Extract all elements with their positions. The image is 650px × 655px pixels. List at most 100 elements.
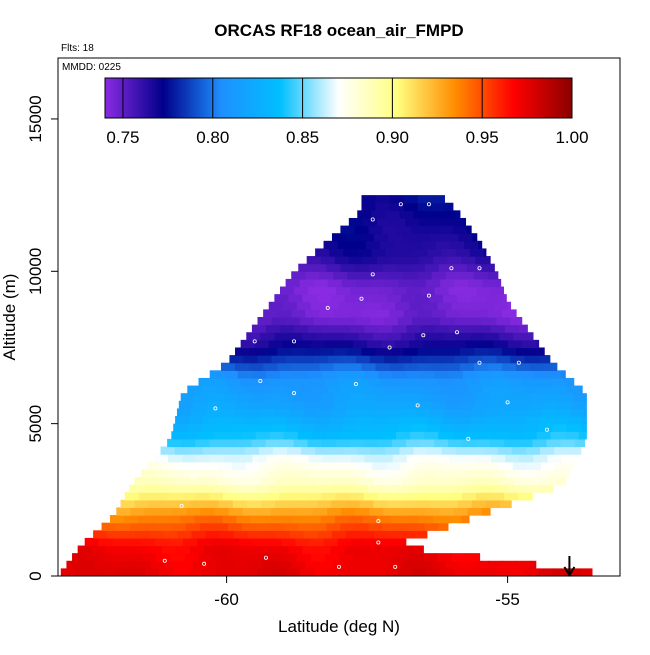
heatmap-cell [381,553,396,562]
sample-point [258,378,263,383]
heatmap-cell [570,408,586,417]
heatmap-cell [350,370,365,379]
heatmap-cell [388,530,403,539]
heatmap-cell [390,256,406,265]
heatmap-cell [313,568,329,576]
heatmap-cell [201,385,216,394]
heatmap-cell [322,454,338,463]
heatmap-cell [310,553,326,562]
heatmap-cell [250,515,266,524]
heatmap-cell [251,438,267,448]
heatmap-cell [320,256,336,265]
heatmap-cell [381,377,396,387]
heatmap-cell [501,362,517,371]
heatmap-cell [532,370,548,379]
heatmap-cell [319,560,334,569]
heatmap-cell [168,454,183,463]
heatmap-cell [468,423,483,432]
heatmap-cell [351,469,367,478]
heatmap-cell [317,530,333,539]
sample-point [415,403,420,408]
heatmap-cell [507,339,523,349]
heatmap-cell [424,522,440,531]
heatmap-cell [217,416,232,425]
heatmap-cell [268,377,284,387]
heatmap-cell [143,522,159,531]
heatmap-cell [341,355,357,364]
heatmap-cell [189,416,204,425]
heatmap-cell [144,507,160,516]
arrow-down-icon [563,556,576,577]
heatmap-cell [431,271,447,280]
heatmap-cell [298,522,313,531]
heatmap-cell [552,423,568,432]
heatmap-cell [475,256,490,265]
heatmap-cell [413,248,429,257]
heatmap-cell [362,256,378,265]
heatmap-cell [434,286,450,295]
heatmap-cell [215,423,231,432]
heatmap-cell [510,355,526,364]
heatmap-cell [386,294,402,303]
heatmap-cell [257,423,273,432]
chart-title: ORCAS RF18 ocean_air_FMPD [214,21,463,40]
heatmap-cell [385,416,401,425]
heatmap-cell [473,362,489,371]
heatmap-cell [101,522,117,531]
heatmap-cell [166,515,181,524]
heatmap-cell [568,461,574,470]
heatmap-cell [417,271,433,280]
heatmap-cell [200,507,216,516]
heatmap-cell [512,461,528,470]
heatmap-cell [363,492,379,501]
heatmap-cell [403,202,419,211]
heatmap-cell [525,446,541,455]
heatmap-cell [461,492,477,501]
heatmap-cell [210,454,225,463]
heatmap-cell [433,515,448,524]
heatmap-cell [414,461,430,470]
heatmap-cell [468,278,483,288]
heatmap-cell [299,355,315,364]
heatmap-cell [187,568,202,576]
heatmap-cell [288,476,304,486]
heatmap-cell [524,385,540,394]
heatmap-cell [466,431,482,440]
heatmap-cell [552,385,568,394]
heatmap-cell [395,301,410,310]
heatmap-cell [400,461,416,470]
heatmap-cell [152,515,167,524]
heatmap-cell [369,507,384,516]
heatmap-cell [152,492,168,501]
heatmap-cell [339,484,355,493]
heatmap-cell [323,240,339,250]
heatmap-cell [580,385,583,394]
plot-frame [57,57,621,577]
heatmap-cell [325,484,341,493]
heatmap-cell [512,416,527,425]
heatmap-cell [435,454,450,463]
heatmap-cell [285,317,301,326]
heatmap-cell [333,560,349,569]
heatmap-cell [219,408,234,417]
heatmap-cell [479,377,495,387]
heatmap-cell [211,537,226,547]
heatmap-cell [311,431,327,440]
heatmap-cell [296,301,312,310]
heatmap-cell [383,355,399,364]
heatmap-cell [419,393,435,402]
heatmap-cell [359,499,375,509]
heatmap-cell [582,416,587,425]
heatmap-cell [190,476,206,486]
heatmap-cell [448,438,463,448]
heatmap-cell [331,499,346,509]
heatmap-cell [277,400,292,410]
heatmap-cell [191,408,206,417]
heatmap-cell [333,271,349,280]
heatmap-cell [289,408,305,417]
heatmap-cell [305,271,320,280]
heatmap-cell [435,240,451,250]
heatmap-cell [420,438,435,448]
heatmap-cell [346,530,361,539]
heatmap-cell [552,568,568,576]
